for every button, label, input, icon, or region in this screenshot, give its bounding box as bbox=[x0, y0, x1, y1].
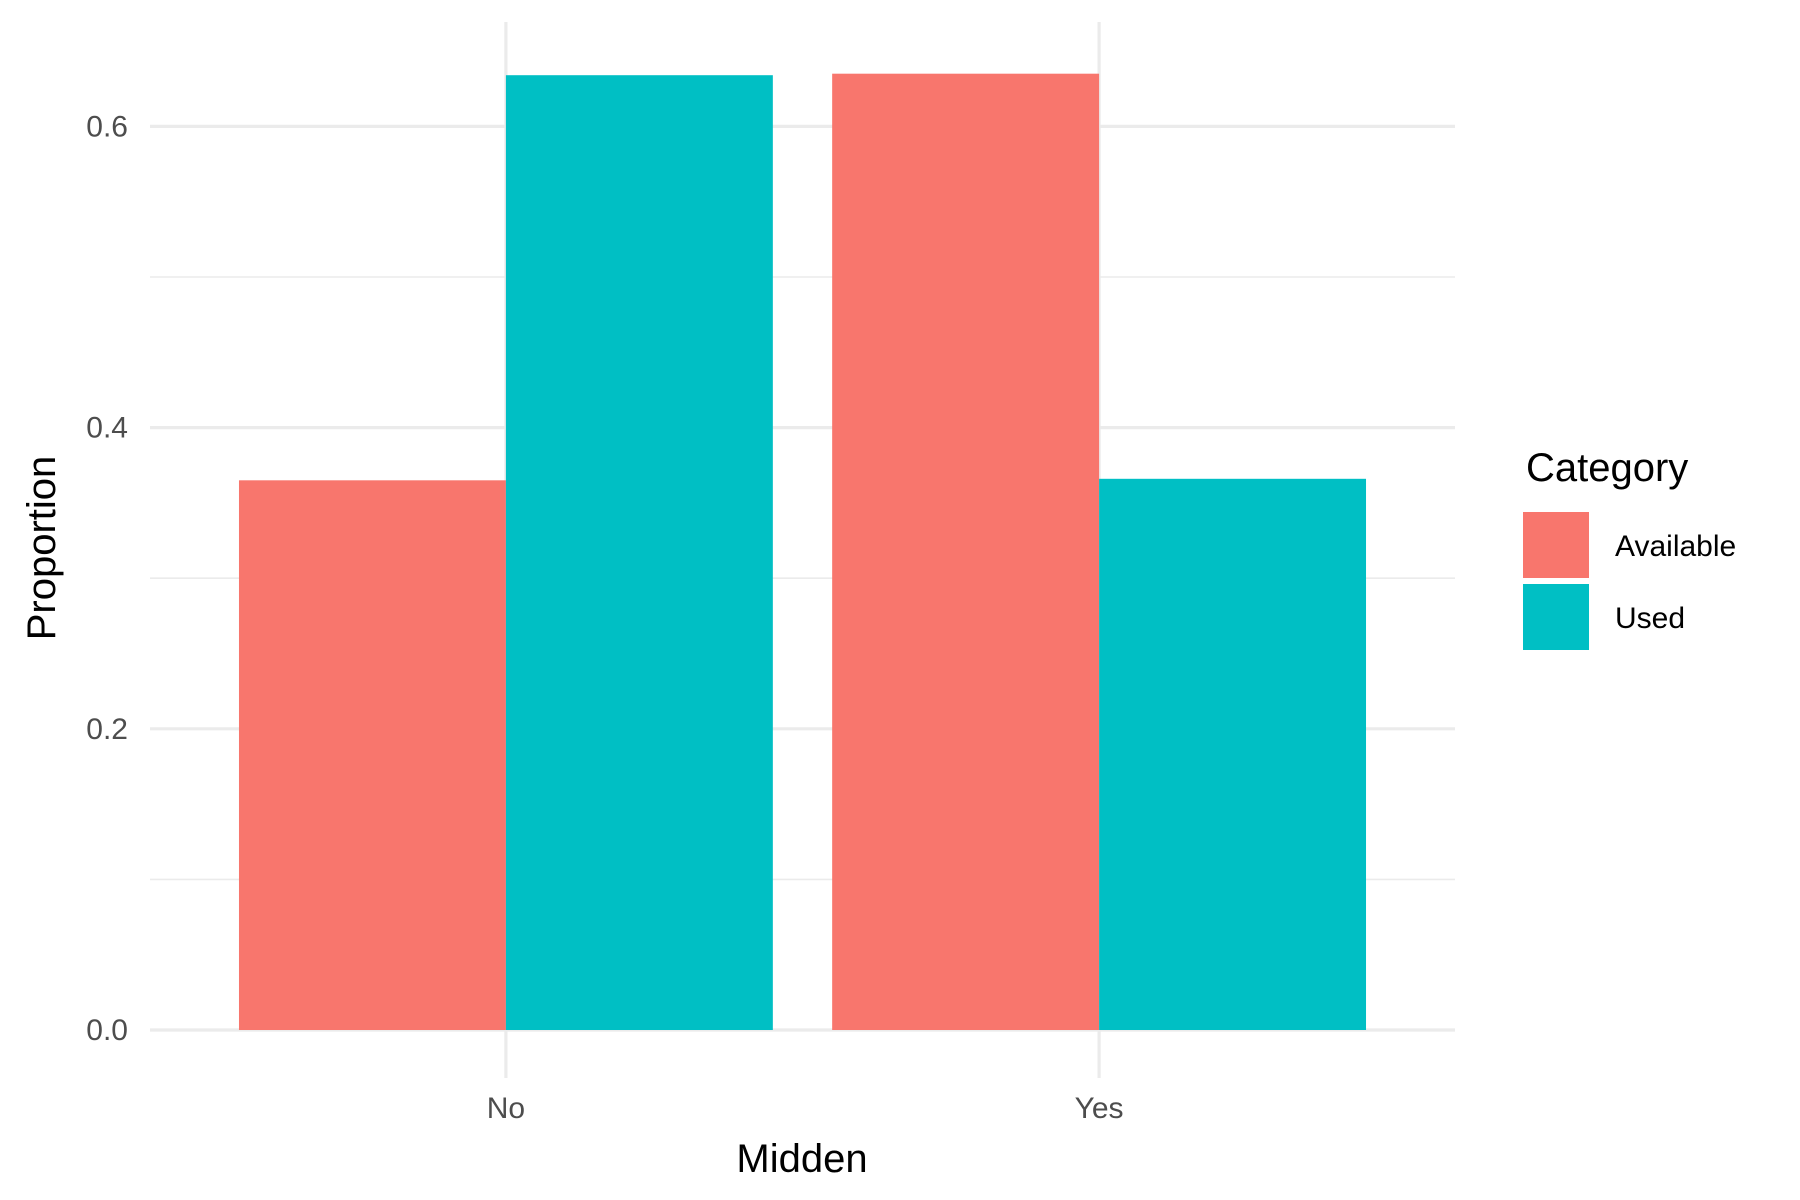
bar-used-yes bbox=[1099, 478, 1367, 1031]
y-tick-label: 0.6 bbox=[86, 110, 128, 143]
bar-available-yes bbox=[832, 73, 1100, 1030]
y-axis-ticks: 0.0 0.2 0.4 0.6 bbox=[86, 110, 128, 1047]
bars bbox=[238, 73, 1367, 1031]
y-tick-label: 0.0 bbox=[86, 1014, 128, 1047]
legend-label-used: Used bbox=[1615, 602, 1685, 635]
legend-title: Category bbox=[1526, 446, 1688, 490]
legend-label-available: Available bbox=[1615, 530, 1736, 563]
x-tick-label: Yes bbox=[1075, 1092, 1124, 1125]
legend: Category Available Used bbox=[1523, 446, 1736, 650]
y-tick-label: 0.2 bbox=[86, 713, 128, 746]
legend-items: Available Used bbox=[1523, 512, 1736, 650]
x-axis-title: Midden bbox=[736, 1137, 867, 1181]
bar-used-no bbox=[505, 75, 773, 1031]
x-axis-ticks: No Yes bbox=[487, 1092, 1124, 1125]
y-tick-label: 0.4 bbox=[86, 412, 128, 445]
bar-available-no bbox=[238, 480, 506, 1030]
y-axis-title: Proportion bbox=[20, 456, 64, 641]
legend-key-available bbox=[1523, 512, 1589, 578]
legend-key-used bbox=[1523, 584, 1589, 650]
x-tick-label: No bbox=[487, 1092, 525, 1125]
